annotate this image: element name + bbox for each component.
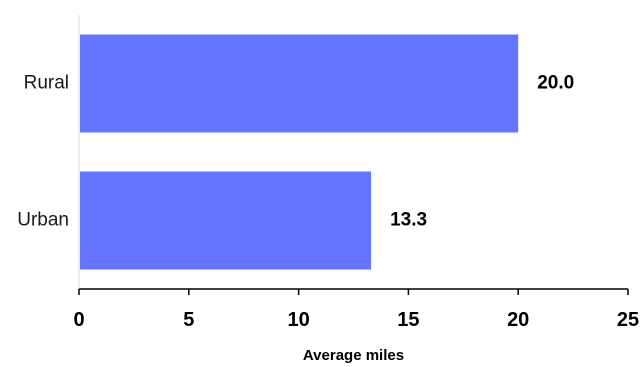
value-label-urban: 13.3 bbox=[390, 210, 427, 231]
category-label-urban: Urban bbox=[17, 210, 69, 231]
x-ticks-group: 0 5 10 15 20 25 bbox=[73, 289, 639, 331]
x-axis-title: Average miles bbox=[303, 347, 404, 364]
x-tick-label-15: 15 bbox=[397, 309, 419, 331]
bar-urban bbox=[80, 171, 372, 270]
x-tick-label-0: 0 bbox=[73, 309, 84, 331]
value-labels-group: 20.0 13.3 bbox=[390, 73, 574, 231]
category-label-rural: Rural bbox=[24, 73, 69, 94]
value-label-rural: 20.0 bbox=[537, 73, 574, 94]
x-tick-label-10: 10 bbox=[287, 309, 309, 331]
x-tick-label-5: 5 bbox=[183, 309, 194, 331]
x-tick-label-25: 25 bbox=[617, 309, 639, 331]
category-labels-group: Rural Urban bbox=[17, 73, 69, 231]
bars-group bbox=[80, 34, 519, 270]
x-tick-label-20: 20 bbox=[507, 309, 529, 331]
bar-rural bbox=[80, 34, 519, 133]
